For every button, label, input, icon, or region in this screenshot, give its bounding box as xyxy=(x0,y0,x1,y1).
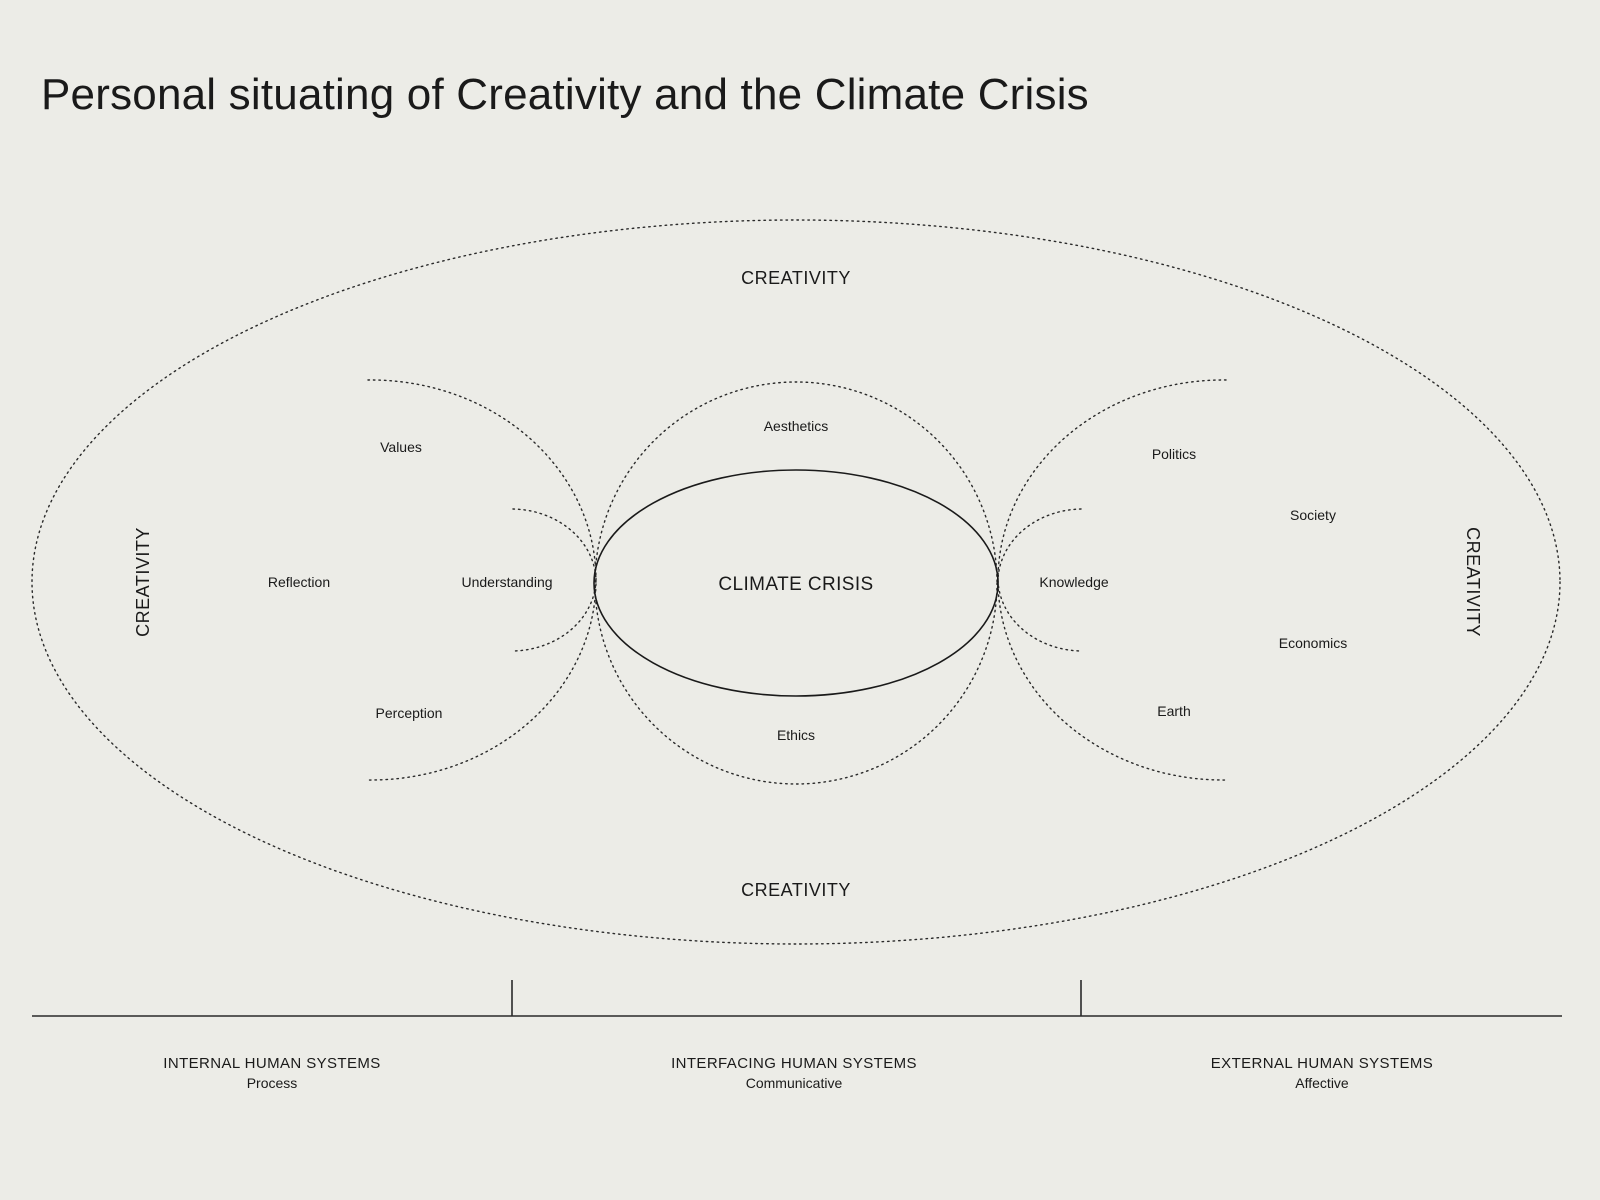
interfacing-systems-sub: Communicative xyxy=(746,1075,843,1091)
creativity-label-left: CREATIVITY xyxy=(133,527,153,637)
politics-label: Politics xyxy=(1152,446,1196,462)
right-system-arc xyxy=(997,379,1227,781)
creativity-label-bottom: CREATIVITY xyxy=(741,880,851,900)
understanding-label: Understanding xyxy=(461,574,552,590)
right-inner-arc xyxy=(997,508,1082,652)
knowledge-label: Knowledge xyxy=(1039,574,1108,590)
ethics-label: Ethics xyxy=(777,727,815,743)
aesthetics-label: Aesthetics xyxy=(764,418,829,434)
creativity-outer-ellipse xyxy=(31,219,1561,945)
external-systems-heading: EXTERNAL HUMAN SYSTEMS xyxy=(1211,1055,1433,1072)
center-system-circle xyxy=(594,381,998,785)
left-system-arc xyxy=(367,379,597,781)
climate-crisis-ellipse xyxy=(593,469,999,697)
page-title: Personal situating of Creativity and the… xyxy=(41,70,1089,119)
values-label: Values xyxy=(380,439,422,455)
creativity-label-top: CREATIVITY xyxy=(741,268,851,288)
interfacing-systems-heading: INTERFACING HUMAN SYSTEMS xyxy=(671,1055,917,1072)
climate-crisis-label: CLIMATE CRISIS xyxy=(718,574,873,595)
earth-label: Earth xyxy=(1157,703,1190,719)
reflection-label: Reflection xyxy=(268,574,330,590)
creativity-label-right: CREATIVITY xyxy=(1463,527,1483,637)
society-label: Society xyxy=(1290,507,1336,523)
internal-systems-sub: Process xyxy=(247,1075,298,1091)
perception-label: Perception xyxy=(376,705,443,721)
left-inner-arc xyxy=(512,508,597,652)
internal-systems-heading: INTERNAL HUMAN SYSTEMS xyxy=(163,1055,380,1072)
external-systems-sub: Affective xyxy=(1295,1075,1349,1091)
economics-label: Economics xyxy=(1279,635,1347,651)
